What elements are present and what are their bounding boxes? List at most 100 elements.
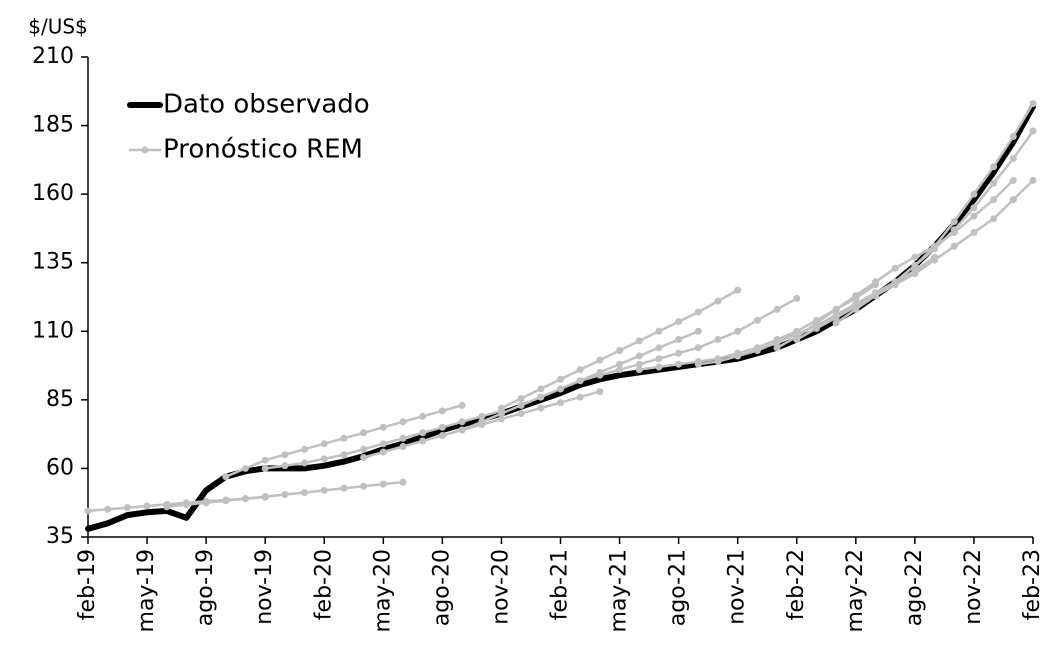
forecast-point [557, 385, 564, 393]
forecast-point [340, 451, 348, 459]
forecast-point [616, 366, 624, 374]
forecast-point [123, 504, 131, 512]
forecast-point [458, 426, 466, 434]
forecast-point [261, 456, 269, 464]
x-tick-label: ago-22 [902, 549, 927, 626]
forecast-point [399, 418, 407, 426]
forecast-point [950, 226, 958, 234]
forecast-point [911, 270, 919, 278]
forecast-point [990, 163, 998, 171]
forecast-point [576, 377, 584, 385]
forecast-point [1009, 196, 1017, 204]
forecast-point [576, 393, 584, 401]
x-tick-label: nov-20 [488, 549, 513, 625]
forecast-point [242, 495, 249, 503]
forecast-point [222, 497, 230, 505]
forecast-point [911, 253, 919, 261]
forecast-point [419, 437, 427, 445]
forecast-point [360, 482, 368, 490]
forecast-point [458, 401, 466, 409]
forecast-point [970, 229, 978, 237]
forecast-point [852, 292, 860, 300]
forecast-point [655, 327, 663, 335]
forecast-point [753, 346, 761, 354]
forecast-point [379, 440, 387, 448]
forecast-point [517, 401, 525, 409]
forecast-point [950, 242, 958, 250]
forecast-point [557, 375, 564, 383]
forecast-point [281, 451, 289, 459]
x-tick-label: feb-19 [75, 549, 100, 620]
legend-label: Pronóstico REM [163, 135, 363, 165]
x-tick-label: may-20 [370, 549, 395, 632]
forecast-point [675, 336, 683, 344]
forecast-point [281, 490, 289, 498]
x-tick-label: may-19 [134, 549, 159, 632]
forecast-point [714, 336, 722, 344]
forecast-point [694, 308, 702, 316]
forecast-point [497, 415, 505, 423]
forecast-point [478, 418, 486, 426]
forecast-point [320, 486, 328, 494]
forecast-point [202, 499, 210, 507]
forecast-point [891, 264, 899, 272]
forecast-point [340, 484, 348, 492]
forecast-point [655, 363, 663, 371]
x-tick-label: ago-19 [193, 549, 218, 626]
legend-marker [141, 146, 149, 154]
forecast-point [675, 360, 683, 368]
forecast-point [694, 327, 702, 335]
forecast-point [773, 338, 781, 346]
forecast-point [635, 337, 643, 345]
forecast-point [655, 355, 663, 363]
forecast-point [990, 196, 998, 204]
forecast-point [970, 204, 978, 212]
forecast-point [1009, 176, 1017, 184]
forecast-point [694, 344, 702, 352]
forecast-point [990, 215, 998, 223]
forecast-point [557, 399, 564, 407]
y-tick-label: 60 [46, 455, 74, 480]
forecast-point [655, 344, 663, 352]
forecast-point [537, 393, 545, 401]
x-tick-label: ago-21 [666, 549, 691, 626]
forecast-point [852, 305, 860, 313]
forecast-point [793, 336, 801, 344]
forecast-point [714, 357, 722, 365]
x-tick-label: nov-22 [961, 549, 986, 625]
y-tick-label: 85 [46, 387, 74, 412]
forecast-point [596, 388, 604, 396]
forecast-line [559, 297, 799, 391]
forecast-point [222, 473, 230, 481]
forecast-point [1009, 154, 1017, 162]
forecast-point [694, 360, 702, 368]
forecast-point [950, 218, 958, 226]
y-tick-label: 185 [32, 113, 74, 138]
forecast-point [104, 505, 112, 513]
forecast-point [360, 453, 368, 461]
forecast-point [1029, 127, 1037, 135]
forecast-point [281, 462, 289, 470]
forecast-point [832, 314, 840, 322]
forecast-point [714, 297, 722, 305]
forecast-point [872, 278, 879, 286]
y-tick-label: 110 [32, 318, 74, 343]
forecast-point [360, 429, 368, 437]
y-tick-label: 160 [32, 181, 74, 206]
forecast-point [419, 429, 427, 437]
forecast-point [734, 327, 742, 335]
forecast-point [320, 455, 328, 463]
forecast-point [753, 316, 761, 324]
forecast-point [1029, 176, 1037, 184]
forecast-point [478, 412, 486, 420]
forecast-point [773, 305, 781, 313]
forecast-point [970, 212, 978, 220]
y-axis-label: $/US$ [28, 15, 88, 39]
x-tick-label: may-22 [843, 549, 868, 632]
y-tick-label: 35 [46, 524, 74, 549]
forecast-line [263, 409, 503, 470]
forecast-point [497, 410, 505, 418]
forecast-point [497, 404, 505, 412]
y-tick-label: 210 [32, 44, 74, 69]
